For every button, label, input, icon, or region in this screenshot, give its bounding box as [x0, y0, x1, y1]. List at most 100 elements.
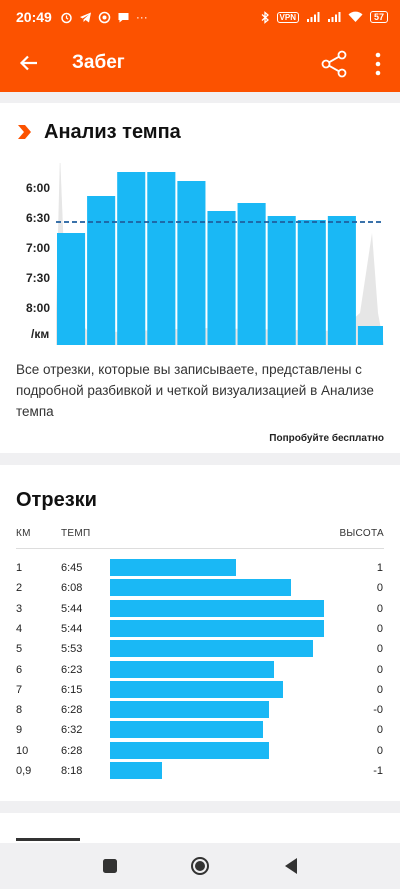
split-pace: 6:08: [61, 582, 83, 595]
y-tick-label: 7:00: [26, 241, 50, 255]
split-row: 7 6:15 0: [0, 680, 400, 700]
split-pace: 6:28: [61, 704, 83, 717]
split-row: 2 6:08 0: [0, 578, 400, 598]
split-row: 6 6:23 0: [0, 660, 400, 680]
split-elevation: 0: [376, 622, 383, 635]
y-tick-label: 8:00: [26, 301, 50, 315]
splits-card: Отрезки КМ ТЕМП ВЫСОТА 1 6:45 1 2 6:08 0 3 5:44…: [0, 465, 400, 801]
header-divider: [16, 548, 384, 549]
split-km: 6: [16, 663, 23, 676]
split-pace: 6:45: [61, 562, 83, 574]
split-km: 4: [16, 622, 23, 635]
splits-title: Отрезки: [16, 489, 97, 511]
split-bar: [110, 579, 291, 597]
y-tick-label: 6:30: [26, 211, 50, 225]
pace-analysis-description: Все отрезки, которые вы записываете, пре…: [16, 362, 374, 419]
split-km: 1: [16, 562, 23, 574]
try-free-link[interactable]: Попробуйте бесплатно: [269, 433, 384, 444]
split-row: 5 5:53 0: [0, 639, 400, 659]
pace-bar: [87, 196, 116, 345]
split-pace: 6:15: [61, 683, 83, 696]
next-section-card: [0, 813, 400, 843]
split-pace: 6:28: [61, 744, 83, 757]
split-km: 0,9: [16, 765, 32, 777]
signal-icon: [327, 12, 341, 22]
split-km: 5: [16, 643, 23, 656]
pace-bar: [267, 216, 296, 345]
split-row: 3 5:44 0: [0, 599, 400, 619]
wifi-icon: [348, 11, 363, 22]
arrow-left-icon: [19, 55, 37, 71]
split-km: 9: [16, 724, 23, 737]
split-bar: [110, 640, 313, 658]
split-row: 9 6:32 0: [0, 720, 400, 740]
more-dots-icon: ···: [135, 10, 148, 24]
split-bar: [110, 660, 275, 678]
split-km: 3: [16, 602, 23, 615]
split-row: 8 6:28 -0: [0, 700, 400, 720]
recents-button[interactable]: [99, 855, 121, 877]
pace-bar: [357, 326, 383, 345]
home-button[interactable]: [189, 855, 211, 877]
split-pace: 6:23: [61, 663, 83, 676]
pace-bar: [117, 172, 146, 345]
column-header-km: КМ: [16, 528, 31, 539]
y-axis-ticks: 6:00 6:30 7:00 7:30 8:00: [26, 181, 50, 315]
system-nav-bar: [0, 843, 400, 889]
pace-bar: [207, 211, 236, 345]
back-button[interactable]: [0, 34, 58, 92]
pace-bar: [147, 172, 176, 345]
pace-bar: [297, 220, 326, 345]
app-bar: Забег: [0, 34, 400, 92]
split-bar: [110, 599, 324, 617]
split-elevation: 1: [376, 562, 383, 574]
split-km: 7: [16, 683, 23, 696]
y-axis-unit: /км: [31, 327, 49, 341]
split-km: 10: [16, 744, 29, 757]
split-bar: [110, 559, 237, 576]
split-bar: [110, 619, 324, 637]
split-bar: [110, 701, 269, 719]
split-row: 4 5:44 0: [0, 619, 400, 639]
page-title: Забег: [72, 52, 125, 73]
pace-analysis-card: Анализ темпа 6:00 6:30 7:00 7:30 8:00 /км Вс…: [0, 103, 400, 453]
status-bar: 20:49 ··· VPN 57: [0, 0, 400, 34]
pace-bar: [237, 203, 266, 345]
split-km: 2: [16, 582, 23, 595]
split-bar: [110, 721, 264, 739]
system-icons: VPN 57: [261, 10, 388, 24]
split-elevation: -1: [373, 765, 383, 777]
column-header-pace: ТЕМП: [61, 528, 91, 539]
chat-icon: [118, 12, 129, 22]
split-pace: 5:44: [61, 622, 83, 635]
vpn-badge: VPN: [276, 11, 299, 23]
alarm-icon: [61, 12, 72, 23]
pace-bar: [57, 233, 86, 345]
split-pace: 8:18: [61, 765, 83, 777]
pace-bar: [327, 216, 356, 345]
y-tick-label: 6:00: [26, 181, 50, 195]
y-tick-label: 7:30: [26, 271, 50, 285]
split-bar: [110, 741, 269, 759]
more-options-icon[interactable]: [366, 48, 390, 80]
split-km: 8: [16, 704, 23, 717]
pace-bars: [57, 172, 383, 345]
split-row: 0,9 8:18 -1: [0, 761, 400, 781]
split-bar: [110, 762, 163, 779]
split-pace: 5:53: [61, 643, 83, 656]
split-pace: 5:44: [61, 602, 83, 615]
split-elevation: 0: [376, 643, 383, 656]
back-nav-button[interactable]: [280, 855, 302, 877]
split-elevation: 0: [376, 582, 383, 595]
notification-icons: ···: [60, 10, 148, 24]
section-divider: [16, 838, 80, 841]
signal-icon: [306, 12, 320, 22]
share-icon[interactable]: [318, 48, 350, 80]
split-elevation: 0: [376, 744, 383, 757]
pace-chart: 6:00 6:30 7:00 7:30 8:00 /км: [26, 163, 384, 345]
pace-bar: [177, 181, 206, 345]
whatsapp-icon: [98, 11, 111, 23]
telegram-icon: [79, 12, 91, 22]
split-row: 10 6:28 0: [0, 741, 400, 761]
column-header-elevation: ВЫСОТА: [339, 528, 384, 539]
